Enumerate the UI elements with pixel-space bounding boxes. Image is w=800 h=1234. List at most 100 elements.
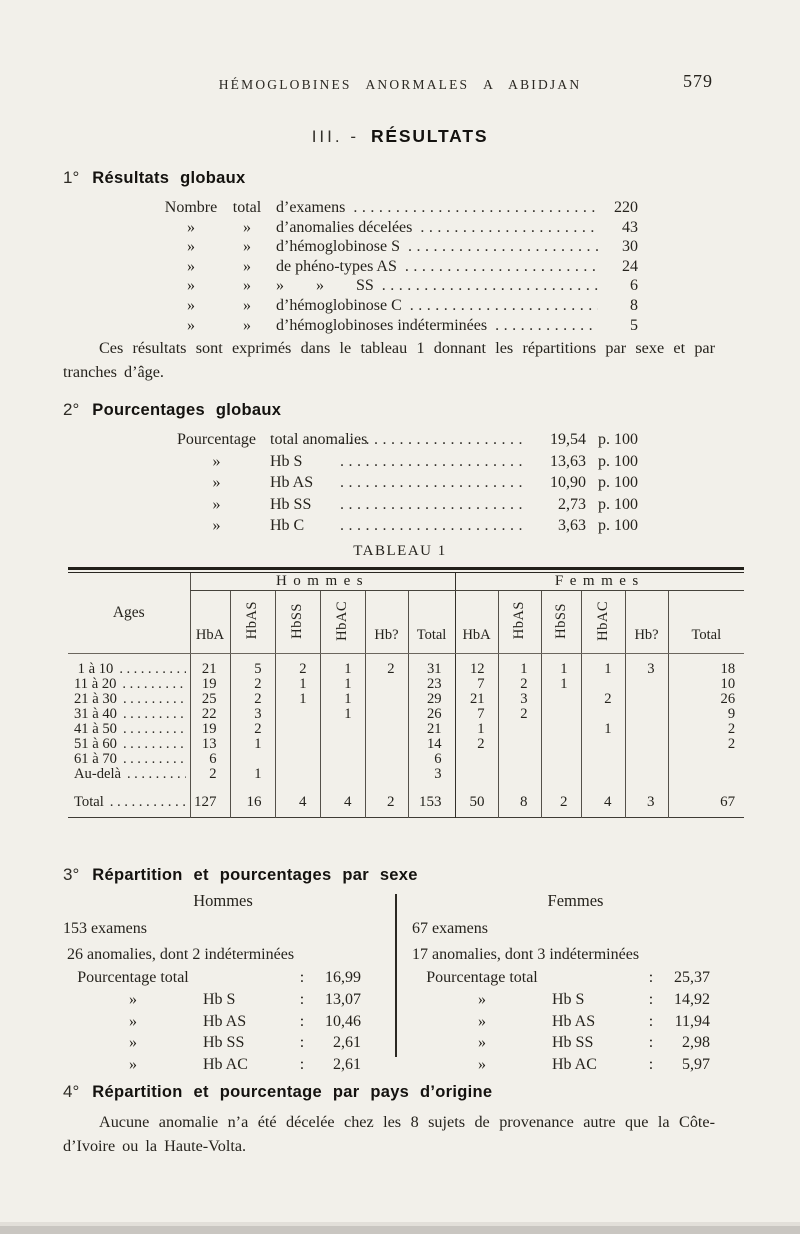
list-item-label: Hb SS	[270, 495, 312, 513]
list-item-unit: p. 100	[598, 431, 638, 448]
table-cell: 1	[229, 737, 275, 752]
sexe-columns: Hommes 153 examens 26 anomalies, dont 2 …	[63, 891, 739, 1073]
column-title: Femmes	[547, 891, 604, 910]
percentage-row: » Hb AS:11,94	[412, 1011, 739, 1033]
table-cell: 1	[580, 653, 626, 677]
table-cell	[497, 722, 542, 737]
age-range-cell: 51 à 60........................	[74, 736, 186, 752]
list-item-word2: »	[243, 218, 251, 236]
hommes-column: Hommes 153 examens 26 anomalies, dont 2 …	[63, 891, 383, 1076]
list-item-label: Hb C	[270, 517, 305, 535]
table-cell: 2	[364, 653, 408, 677]
table-row: Au-delà........................ 21 3	[68, 767, 745, 782]
list-item-value: 19,54	[550, 431, 586, 448]
list-item: » » d’hémoglobinose C.....................…	[160, 296, 638, 316]
list-item-word1: »	[187, 238, 195, 256]
table-cell: 21	[189, 653, 230, 677]
dot-leader: ........................................…	[495, 316, 598, 334]
table-cell: 2	[229, 692, 275, 707]
age-range-cell: 31 à 40........................	[74, 706, 186, 722]
table-row: 1 à 10........................ 21521231 …	[68, 653, 745, 677]
subsection-1-title: Résultats globaux	[92, 169, 246, 187]
femmes-column: Femmes 67 examens 17 anomalies, dont 3 i…	[412, 891, 739, 1076]
table-cell	[497, 752, 542, 767]
table-cell: 1	[319, 692, 365, 707]
col-header-hbss: HbSS	[540, 590, 582, 654]
colon: :	[648, 1012, 654, 1030]
col-header-hbss: HbSS	[274, 590, 320, 654]
table-cell: 1	[454, 722, 499, 737]
percentage-row: » Hb SS:2,61	[63, 1032, 383, 1054]
subsection-4-title: Répartition et pourcentage par pays d’or…	[92, 1083, 493, 1101]
age-range-cell: 41 à 50........................	[74, 721, 186, 737]
table-cell: 10	[667, 677, 745, 692]
table-title: TABLEAU 1	[353, 543, 447, 559]
table-cell	[624, 752, 669, 767]
table-cell	[624, 707, 669, 722]
dot-leader: ........................................…	[381, 277, 598, 295]
table-cell: 9	[667, 707, 745, 722]
examens-line: 153 examens	[63, 920, 147, 937]
subsection-3-number: 3°	[63, 865, 80, 884]
scan-edge-shadow	[0, 1226, 800, 1234]
table-cell: 3	[497, 692, 542, 707]
table-cell: 1	[319, 677, 365, 692]
list-item-word1: »	[212, 517, 221, 535]
age-range-cell: 21 à 30........................	[74, 691, 186, 707]
table-cell: 2	[667, 737, 745, 752]
list-item: » » de phéno-types AS.....................…	[160, 257, 638, 277]
table-cell: 153	[407, 782, 456, 818]
col-header-hbac: HbAC	[580, 590, 626, 654]
colon: :	[299, 1034, 305, 1052]
list-item: Pourcentage total anomalies..............…	[165, 429, 638, 451]
subsection-3-heading: 3° Répartition et pourcentages par sexe	[63, 865, 418, 885]
table-row: 31 à 40........................ 223 1 26 7…	[68, 706, 745, 722]
table-row: 21 à 30........................ 2521129 …	[68, 691, 745, 707]
list-item-label: Hb S	[270, 452, 303, 470]
col-header-hbas: HbAS	[229, 590, 275, 654]
dot-leader: ........................................…	[340, 431, 526, 448]
pourcentages-globaux-list: Pourcentage total anomalies..............…	[165, 429, 638, 537]
table-cell: 3	[229, 707, 275, 722]
table-cell	[624, 692, 669, 707]
table-cell	[497, 737, 542, 752]
table-row: 61 à 70........................ 6 6	[68, 751, 745, 767]
list-item: » » d’hémoglobinoses indéterminées........…	[160, 316, 638, 336]
age-range-cell: 61 à 70........................	[74, 751, 186, 767]
percentage-row: » Hb SS:2,98	[412, 1032, 739, 1054]
table-cell: 2	[497, 707, 542, 722]
column-divider	[395, 894, 397, 1057]
colon: :	[299, 990, 305, 1008]
table-cell: 26	[667, 692, 745, 707]
table-cell: 1	[319, 707, 365, 722]
col-header-hbac: HbAC	[319, 590, 365, 654]
percentage-row: » Hb S:13,07	[63, 989, 383, 1011]
table-cell: 19	[189, 677, 230, 692]
table-cell	[580, 707, 626, 722]
table-cell: 3	[624, 782, 669, 818]
table-header-hommes: Hommes	[189, 573, 456, 591]
list-item-word1: Pourcentage	[176, 431, 257, 448]
list-item-word1: Nombre	[164, 199, 218, 216]
col-header-hba: HbA	[189, 590, 230, 654]
list-item-word2: total	[232, 199, 262, 216]
table-header-femmes: Femmes	[454, 573, 745, 591]
list-item-value: 3,63	[558, 517, 586, 535]
table-cell: 14	[407, 737, 456, 752]
table-cell: 22	[189, 707, 230, 722]
table-cell: 7	[454, 707, 499, 722]
scan-edge-shadow	[0, 1222, 800, 1226]
subsection-2-title: Pourcentages globaux	[92, 401, 282, 419]
age-range-cell: 1 à 10........................	[74, 661, 186, 677]
percentage-row: » Hb S:14,92	[412, 989, 739, 1011]
table-cell	[667, 752, 745, 767]
table-cell	[229, 752, 275, 767]
table-cell: 6	[189, 752, 230, 767]
table-cell: 1	[319, 653, 365, 677]
dot-leader: ........................................…	[340, 517, 526, 535]
table-cell	[274, 722, 320, 737]
colon: :	[299, 969, 305, 986]
list-item-unit: p. 100	[598, 452, 638, 470]
list-item-word1: »	[187, 296, 195, 314]
